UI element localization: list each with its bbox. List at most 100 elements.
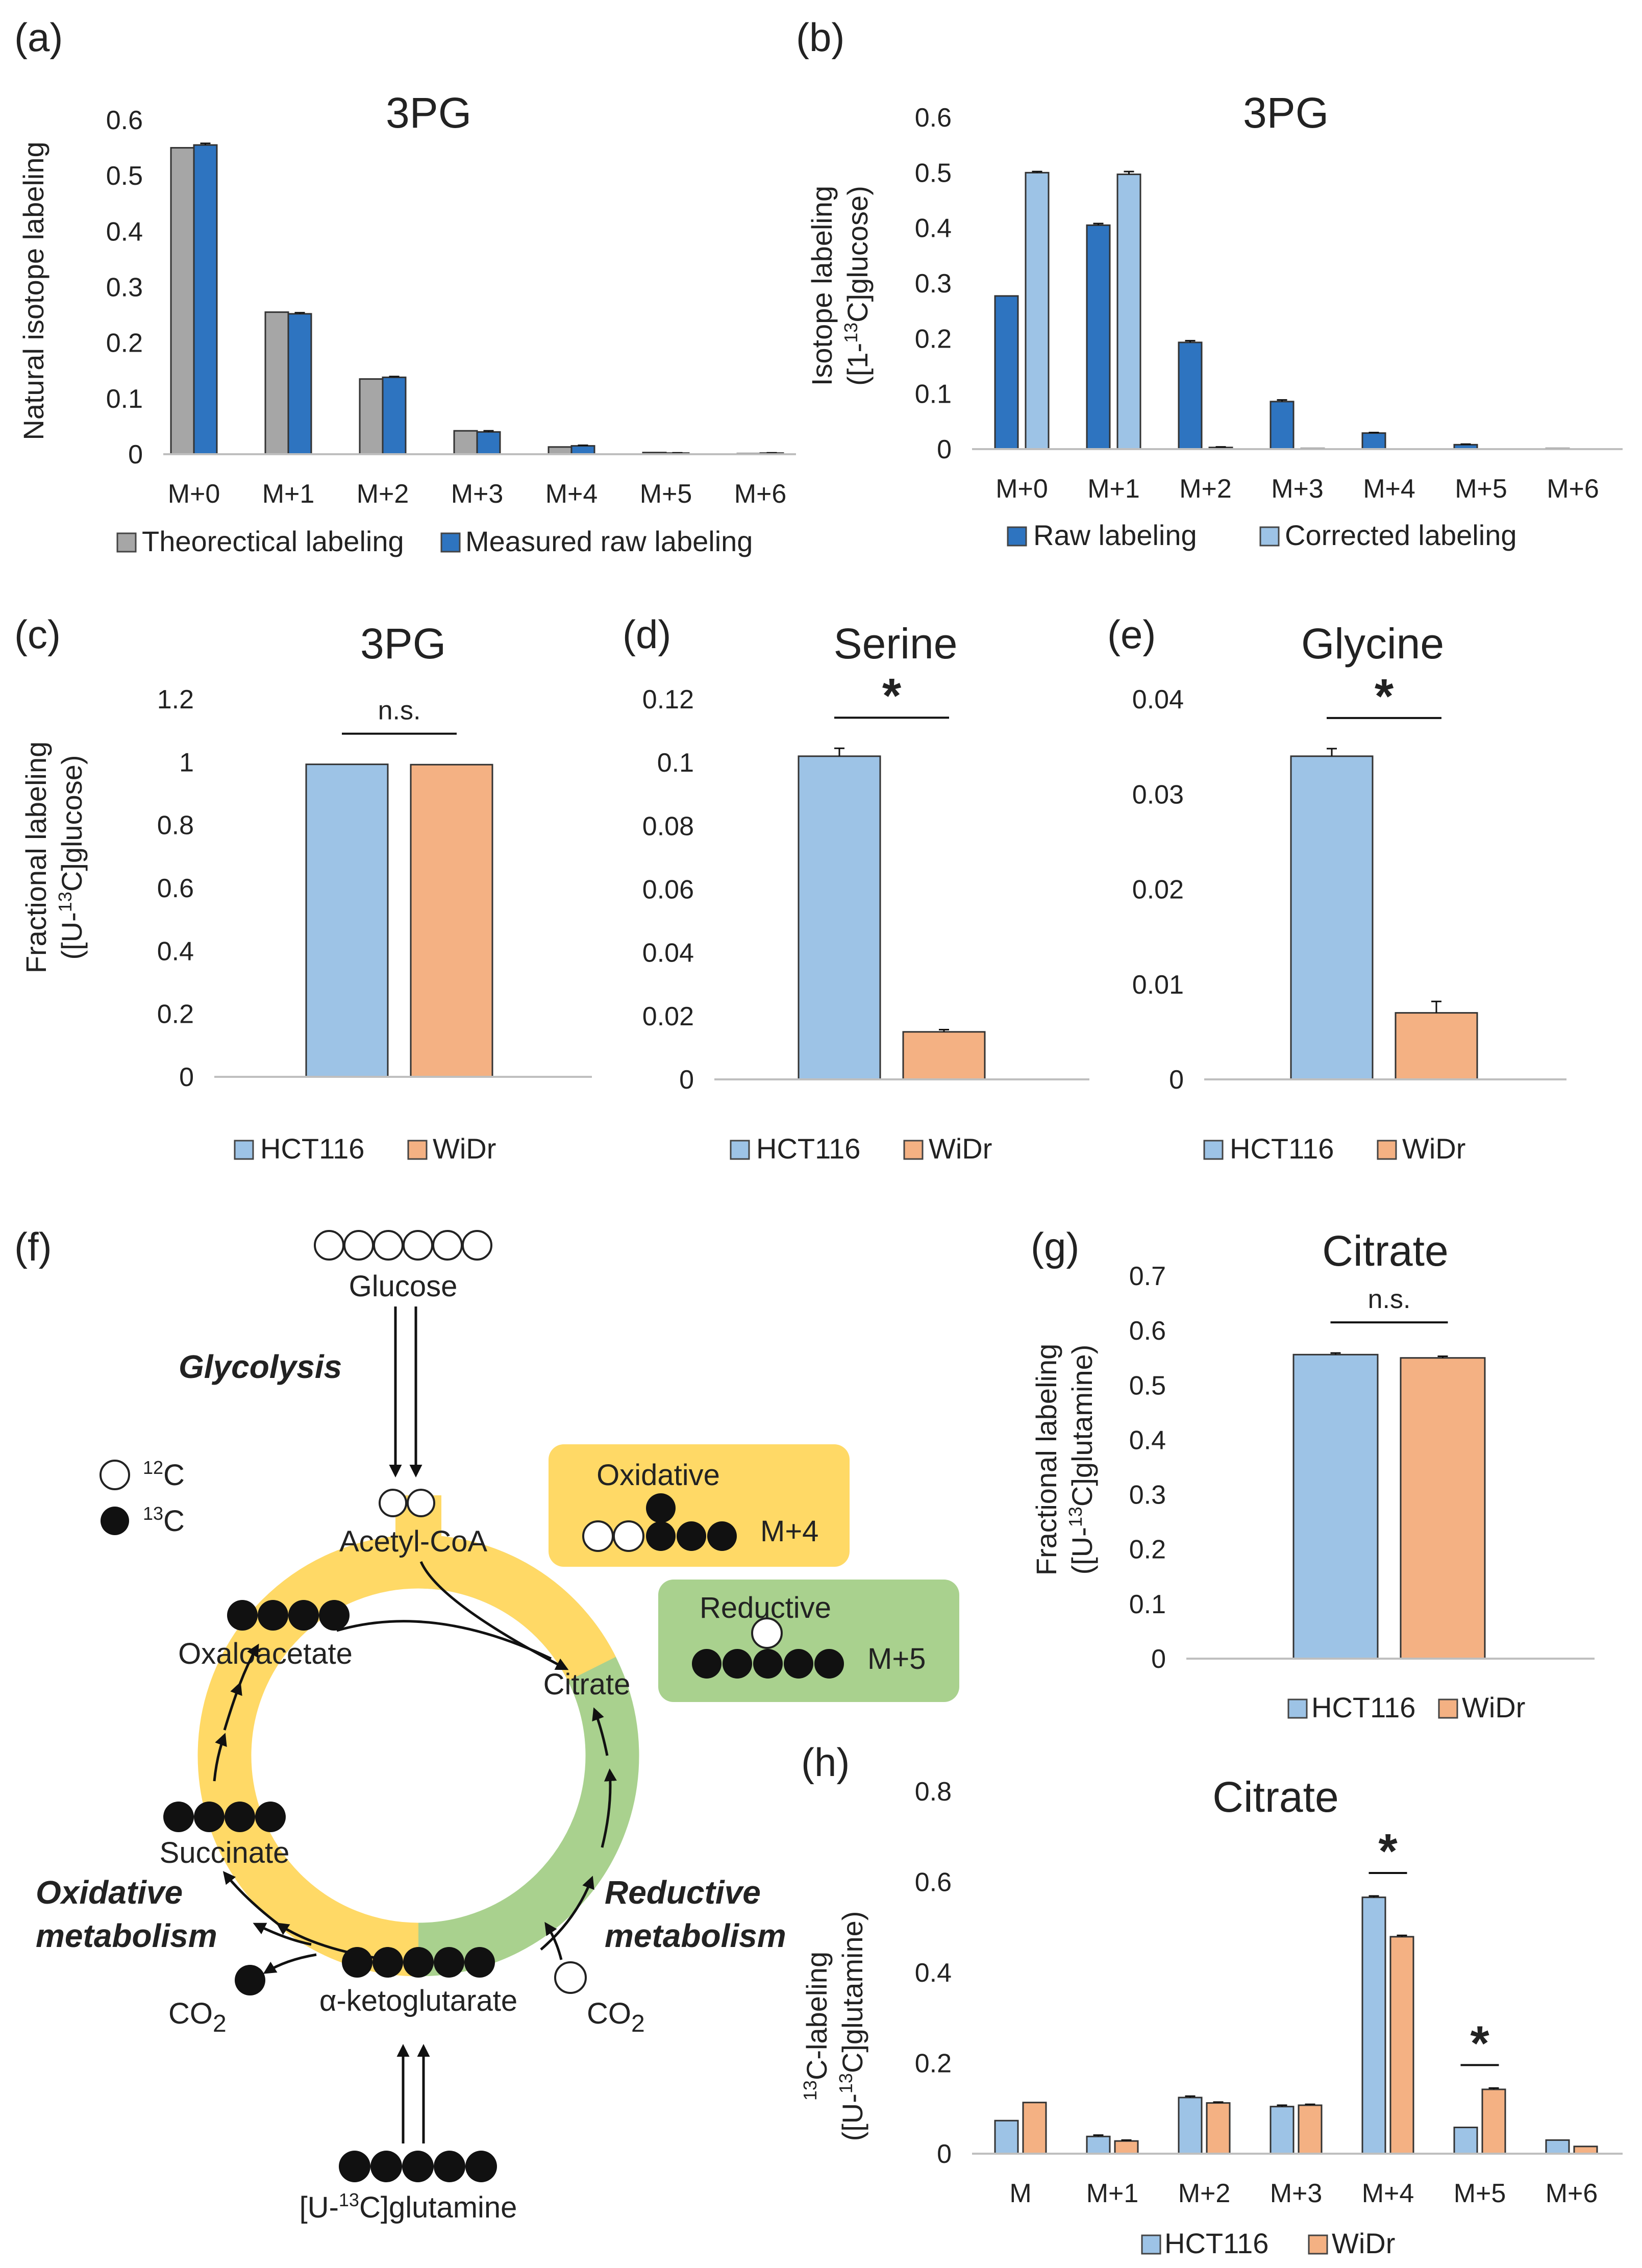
x-tick-label: M+2	[1178, 2179, 1231, 2208]
panel-b-y-axis-sublabel: ([1-13C]glucose)	[840, 186, 874, 386]
co2-right-label: CO2	[587, 1997, 645, 2037]
panel-c-title: 3PG	[360, 620, 446, 668]
x-tick-label: M+1	[1087, 474, 1140, 504]
carbon-12c	[582, 1520, 614, 1552]
carbon-12c	[613, 1520, 644, 1552]
cycle-arrow	[540, 1876, 594, 1951]
oxidative-box-title: Oxidative	[596, 1459, 720, 1492]
x-tick-label: M+6	[1547, 474, 1599, 504]
carbon-13c	[342, 1947, 372, 1978]
bar-b-raw-labeling-3	[1270, 401, 1295, 450]
y-tick-label: 0.8	[915, 1777, 952, 1807]
panel-c-chart: (c) 3PG Fractional labeling ([U-13C]gluc…	[14, 612, 592, 1165]
legend-label-widr: WiDr	[929, 1132, 992, 1165]
bar-a-theorectical-labeling-1	[264, 311, 289, 455]
y-tick-label: 0.2	[106, 329, 143, 358]
legend-swatch-theoretical	[116, 532, 137, 553]
significance-label: n.s.	[1368, 1285, 1411, 1314]
co2-left-label: CO2	[168, 1997, 227, 2037]
carbon-13c	[227, 1600, 258, 1631]
bar-d-widr-0	[902, 1031, 986, 1080]
x-tick-label: M+4	[545, 479, 598, 509]
significance-star: *	[1378, 1824, 1398, 1879]
panel-h-label: (h)	[801, 1740, 850, 1785]
legend-swatch-widr	[1308, 2234, 1328, 2255]
x-tick-label: M+6	[734, 479, 787, 509]
panel-h-legend: HCT116 WiDr	[1141, 2227, 1395, 2259]
y-tick-label: 0.3	[915, 269, 952, 299]
legend-swatch-hct116	[1141, 2234, 1161, 2255]
x-tick-label: M+2	[1179, 474, 1232, 504]
panel-f-pathway-diagram: (f) Glucose Glycolysis 12C 13C Acetyl-Co…	[14, 1224, 959, 2224]
y-tick-label: 0.5	[106, 161, 143, 191]
panel-h-chart: (h) Citrate 13C-labeling ([U-13C]glutami…	[800, 1740, 1623, 2259]
oxidative-metabolism-label-2: metabolism	[36, 1917, 217, 1954]
panel-g-label: (g)	[1031, 1224, 1079, 1269]
co2-13c-carbon	[235, 1965, 265, 1995]
x-tick-label: M+1	[1086, 2179, 1139, 2208]
y-tick-label: 0.1	[915, 380, 952, 409]
carbon-13c	[646, 1521, 676, 1551]
panel-d-label: (d)	[623, 612, 671, 657]
y-tick-label: 0.4	[1129, 1425, 1166, 1455]
bar-b-raw-labeling-2	[1178, 341, 1203, 450]
panel-a-title: 3PG	[386, 89, 471, 137]
legend-label-hct116: HCT116	[1230, 1132, 1334, 1165]
oxaloacetate-carbons	[227, 1600, 350, 1631]
y-tick-label: 0.7	[1129, 1262, 1166, 1291]
legend-swatch-measured	[440, 532, 461, 553]
y-tick-label: 0	[937, 2139, 952, 2169]
y-tick-label: 0.02	[1132, 875, 1184, 905]
carbon-12c	[314, 1230, 344, 1261]
legend-label-hct116: HCT116	[756, 1132, 860, 1165]
legend-swatch-hct116	[234, 1140, 254, 1160]
y-tick-label: 0.04	[642, 939, 694, 968]
oxaloacetate-label: Oxaloacetate	[178, 1637, 353, 1670]
cycle-arrow	[601, 1768, 617, 1848]
bar-h-hct116-6	[1545, 2139, 1570, 2155]
carbon-13c	[402, 2151, 434, 2182]
panel-f-label: (f)	[14, 1224, 52, 1269]
bar-b-corrected-labeling-1	[1116, 174, 1141, 450]
legend-12c-label: 12C	[143, 1457, 185, 1492]
y-tick-label: 0	[937, 435, 952, 464]
y-tick-label: 0.1	[657, 748, 694, 778]
y-tick-label: 0.5	[1129, 1371, 1166, 1400]
panel-g-legend: HCT116 WiDr	[1287, 1691, 1525, 1723]
legend-13c-circle	[101, 1507, 129, 1535]
y-tick-label: 0	[1169, 1065, 1184, 1095]
tca-ring-top-arc	[418, 1535, 616, 1682]
x-tick-label: M	[1009, 2179, 1031, 2208]
panel-g-y-axis-sublabel: ([U-13C]glutamine)	[1065, 1345, 1098, 1575]
bar-h-widr-5	[1481, 2088, 1506, 2155]
succinate-carbons	[163, 1802, 286, 1832]
y-tick-label: 0.6	[915, 103, 952, 133]
y-tick-label: 0.02	[642, 1002, 694, 1031]
carbon-12c	[343, 1230, 374, 1261]
oxidative-metabolism-label: Oxidative	[36, 1874, 183, 1911]
legend-swatch-raw	[1007, 526, 1027, 547]
x-tick-label: M+3	[1271, 474, 1324, 504]
y-tick-label: 0.12	[642, 685, 694, 714]
co2-release-arrow	[263, 1953, 317, 1974]
cycle-arrow	[213, 1733, 227, 1782]
carbon-12c	[751, 1617, 783, 1649]
panel-h-title: Citrate	[1212, 1773, 1338, 1821]
carbon-13c	[692, 1649, 722, 1679]
legend-swatch-widr	[903, 1140, 924, 1160]
legend-label-widr: WiDr	[1402, 1132, 1465, 1165]
oxidative-box-mass-label: M+4	[760, 1515, 818, 1548]
cycle-arrow	[238, 1643, 259, 1685]
y-tick-label: 0.08	[642, 811, 694, 841]
panel-e-legend: HCT116 WiDr	[1203, 1132, 1465, 1165]
x-tick-label: M+0	[168, 479, 220, 509]
carbon-13c	[163, 1802, 194, 1832]
y-tick-label: 0.2	[157, 1000, 194, 1029]
carbon-12c	[432, 1230, 463, 1261]
bar-h-hct116-0	[994, 2119, 1019, 2155]
bar-h-widr-3	[1298, 2104, 1323, 2155]
legend-label-theoretical: Theorectical labeling	[142, 525, 404, 557]
bar-b-corrected-labeling-0	[1025, 171, 1050, 450]
cycle-arrow	[592, 1707, 609, 1756]
carbon-13c	[434, 2151, 465, 2182]
